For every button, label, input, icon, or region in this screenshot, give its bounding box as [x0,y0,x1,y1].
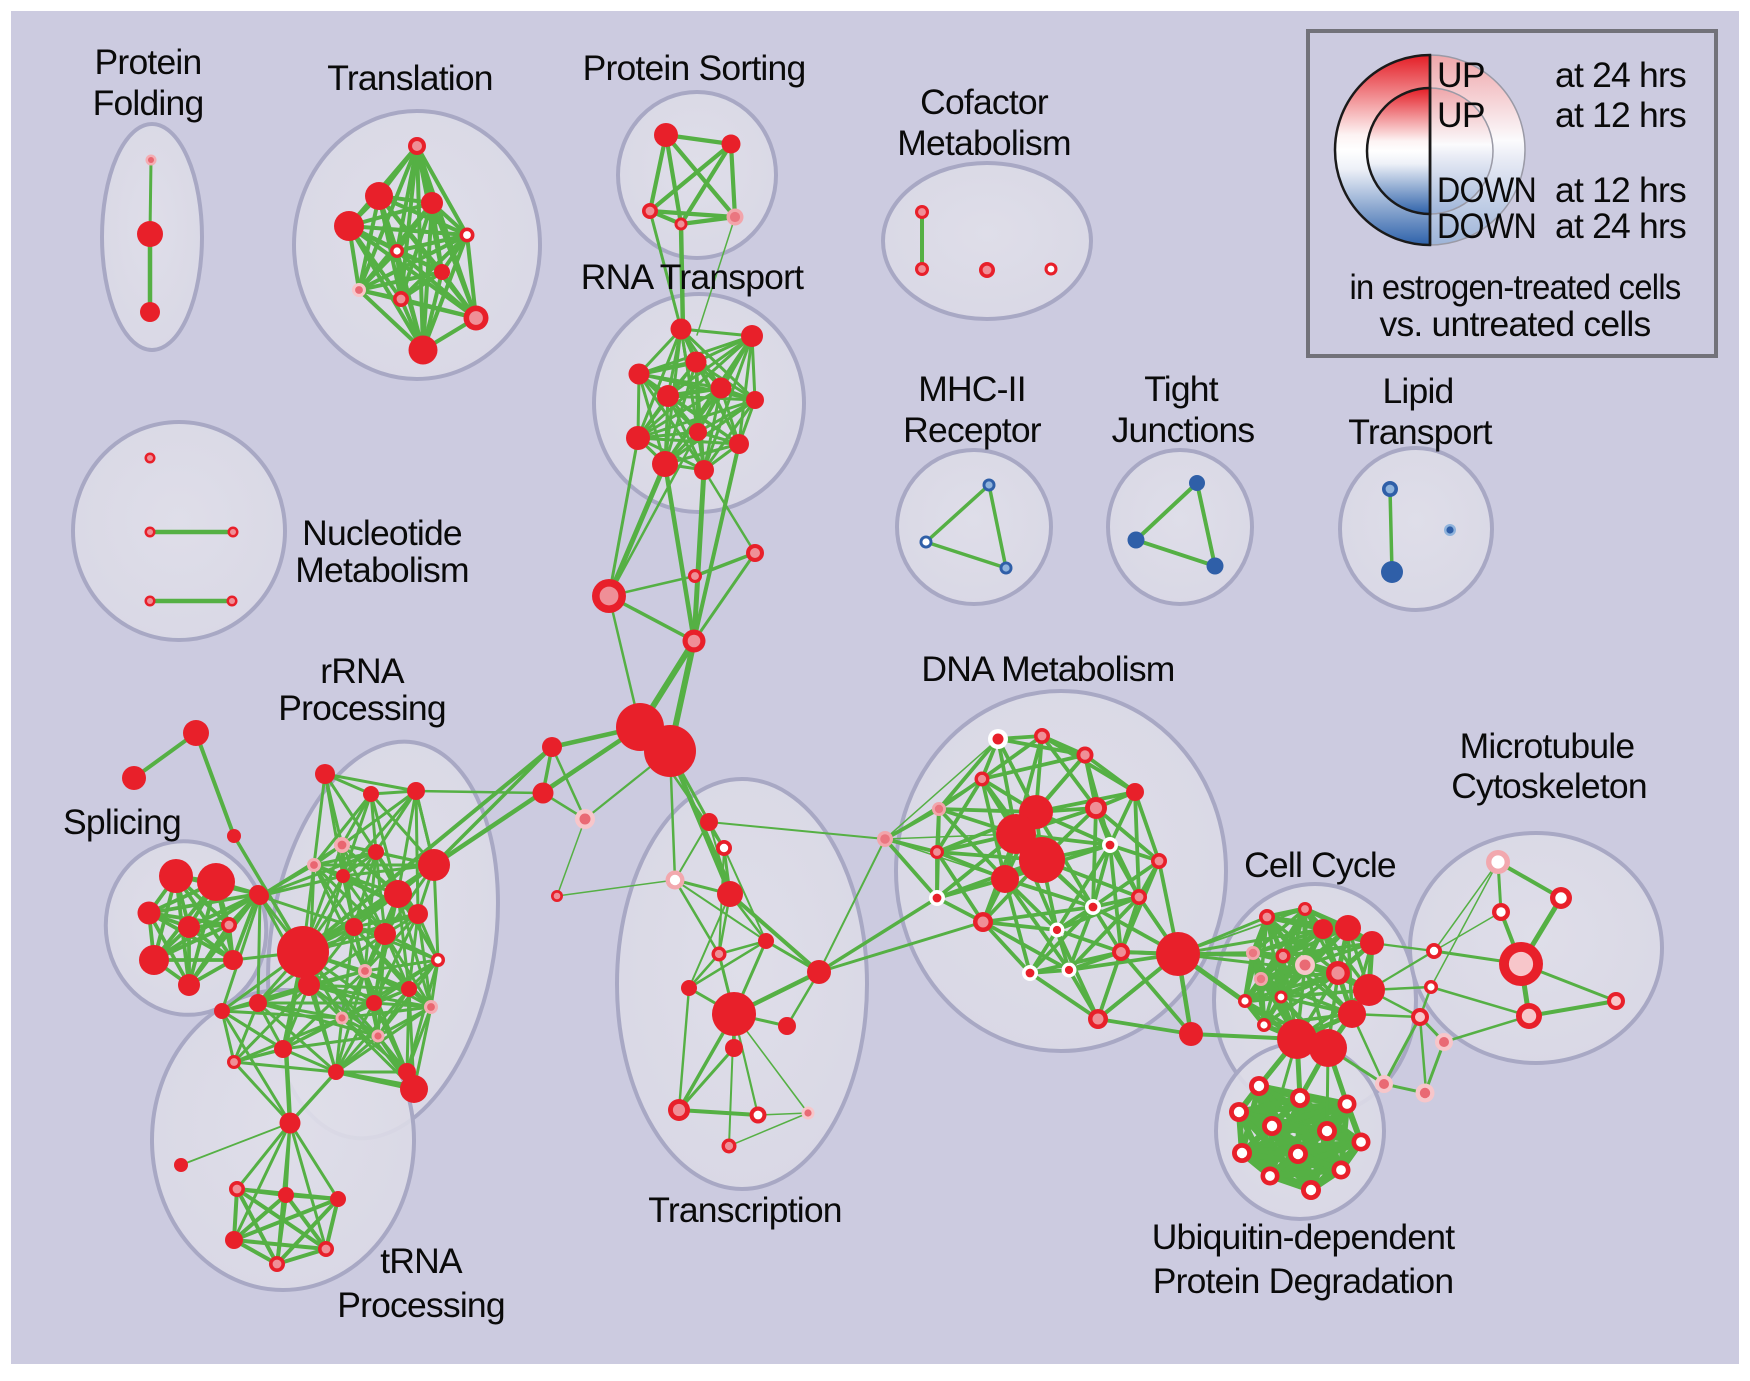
svg-text:at 12 hrs: at 12 hrs [1555,95,1686,135]
svg-text:Cytoskeleton: Cytoskeleton [1451,766,1647,806]
svg-text:Transport: Transport [1348,412,1492,452]
svg-text:Translation: Translation [327,58,493,98]
svg-text:Splicing: Splicing [63,802,181,842]
svg-text:Transcription: Transcription [648,1190,841,1230]
svg-text:Cell Cycle: Cell Cycle [1244,845,1396,885]
svg-text:Lipid: Lipid [1382,371,1453,411]
svg-text:Folding: Folding [93,83,204,123]
svg-text:Protein Sorting: Protein Sorting [583,48,806,88]
svg-text:at 24 hrs: at 24 hrs [1555,55,1686,95]
svg-text:Nucleotide: Nucleotide [302,513,462,553]
svg-text:Receptor: Receptor [903,410,1042,450]
svg-text:Microtubule: Microtubule [1460,726,1635,766]
svg-text:Metabolism: Metabolism [295,550,469,590]
svg-text:vs. untreated cells: vs. untreated cells [1380,304,1651,344]
svg-text:Cofactor: Cofactor [920,82,1049,122]
svg-text:MHC-II: MHC-II [918,369,1026,409]
svg-text:in estrogen-treated cells: in estrogen-treated cells [1350,267,1681,307]
svg-text:Protein: Protein [95,42,202,82]
svg-text:Processing: Processing [278,688,446,728]
svg-text:tRNA: tRNA [380,1241,463,1281]
svg-text:Metabolism: Metabolism [897,123,1071,163]
svg-text:Junctions: Junctions [1112,410,1255,450]
svg-text:UP: UP [1437,55,1485,95]
svg-text:DOWN: DOWN [1437,170,1536,210]
svg-text:at 12 hrs: at 12 hrs [1555,170,1686,210]
svg-text:Ubiquitin-dependent: Ubiquitin-dependent [1152,1217,1456,1257]
svg-text:UP: UP [1437,95,1485,135]
svg-text:RNA Transport: RNA Transport [581,257,804,297]
svg-text:Tight: Tight [1144,369,1219,409]
svg-text:rRNA: rRNA [320,651,405,691]
svg-text:at 24 hrs: at 24 hrs [1555,206,1686,246]
svg-text:DOWN: DOWN [1437,206,1536,246]
svg-text:DNA Metabolism: DNA Metabolism [921,649,1174,689]
svg-text:Protein Degradation: Protein Degradation [1153,1261,1454,1301]
svg-text:Processing: Processing [337,1285,505,1325]
